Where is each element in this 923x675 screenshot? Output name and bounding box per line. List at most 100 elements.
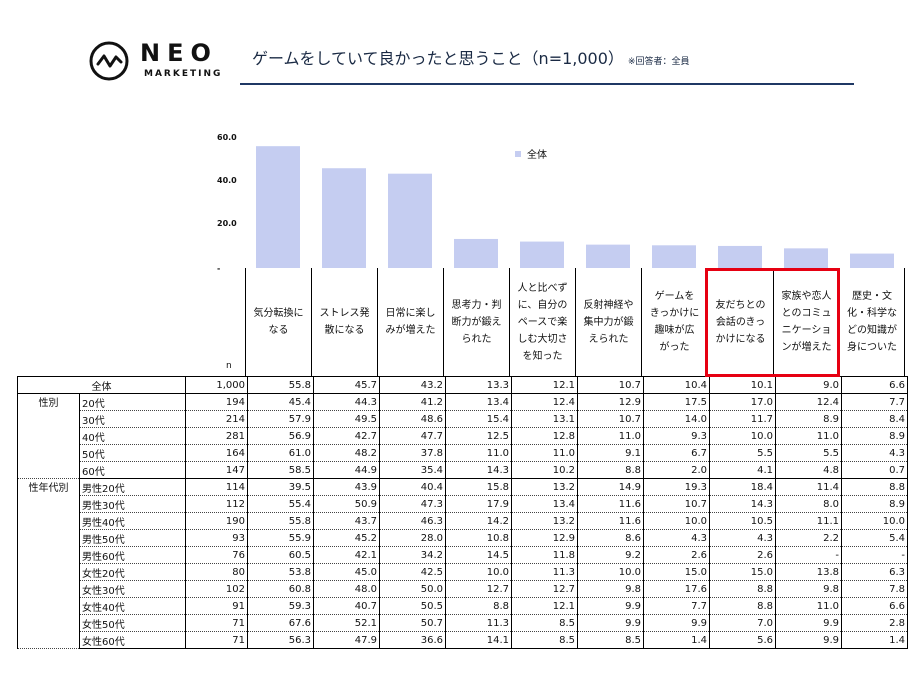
value-cell: 11.8 [511, 546, 578, 564]
value-cell: 9.2 [577, 546, 644, 564]
value-cell: 55.8 [247, 512, 314, 530]
y-tick-label: - [217, 264, 220, 273]
n-cell: 76 [185, 546, 248, 564]
y-tick-label: 20.0 [217, 219, 237, 228]
table-row: 女性20代 80 53.8 45.0 42.5 10.0 11.3 10.0 15.0 15.0 1… [18, 563, 908, 581]
value-cell: 8.8 [841, 478, 908, 496]
value-cell: 8.8 [709, 580, 776, 598]
value-cell: 61.0 [247, 444, 314, 462]
table-row: 性別 20代 194 45.4 44.3 41.2 13.4 12.4 12.9 17.5 17.0… [17, 393, 908, 479]
brand-name: NEO [140, 39, 218, 67]
value-cell: 11.6 [577, 512, 644, 530]
value-cell: 10.0 [643, 512, 710, 530]
table-row: 女性30代 102 60.8 48.0 50.0 12.7 12.7 9.8 17.6 8.8 9.… [18, 580, 908, 598]
value-cell: 8.5 [577, 631, 644, 649]
table-row: 女性50代 71 67.6 52.1 50.7 11.3 8.5 9.9 9.9 7.0 9.9 2.… [18, 614, 908, 632]
value-cell: 13.2 [511, 512, 578, 530]
table-row: 40代 281 56.9 42.7 47.7 12.5 12.8 11.0 9.3 10.0 11.… [18, 427, 908, 445]
value-cell: 47.3 [379, 495, 446, 513]
table-row: 男性40代 190 55.8 43.7 46.3 14.2 13.2 11.6 10.0 10.5… [18, 512, 908, 530]
value-cell: 12.1 [511, 597, 578, 615]
row-label: 女性60代 [79, 631, 186, 649]
value-cell: 55.8 [247, 376, 314, 394]
y-tick-label: 60.0 [217, 133, 237, 142]
value-cell: 43.7 [313, 512, 380, 530]
value-cell: 56.3 [247, 631, 314, 649]
group-label: 性年代別 [17, 478, 80, 649]
value-cell: 28.0 [379, 529, 446, 547]
bar [322, 168, 366, 268]
value-cell: 67.6 [247, 614, 314, 632]
value-cell: 8.8 [577, 461, 644, 479]
value-cell: 12.9 [577, 393, 644, 411]
brand-sub: MARKETING [144, 69, 223, 79]
value-cell: 2.6 [643, 546, 710, 564]
bar [718, 245, 762, 268]
value-cell: 40.4 [379, 478, 446, 496]
value-cell: 11.0 [775, 427, 842, 445]
value-cell: 4.3 [643, 529, 710, 547]
value-cell: 15.8 [445, 478, 512, 496]
value-cell: 37.8 [379, 444, 446, 462]
value-cell: 2.8 [841, 614, 908, 632]
n-cell: 147 [185, 461, 248, 479]
title-text: ゲームをしていて良かったと思うこと（n=1,000） [252, 49, 624, 68]
row-label: 女性50代 [79, 614, 186, 632]
value-cell: 10.4 [643, 376, 710, 394]
value-cell: 8.8 [709, 597, 776, 615]
column-header: 家族や恋人 とのコミュ ニケーショ ンが増えた [773, 268, 839, 376]
row-label: 男性40代 [79, 512, 186, 530]
row-label: 40代 [79, 427, 186, 445]
table-row: 女性60代 71 56.3 47.9 36.6 14.1 8.5 8.5 1.4 5.6 9.9 1.… [18, 631, 908, 649]
value-cell: 42.1 [313, 546, 380, 564]
value-cell: 48.0 [313, 580, 380, 598]
value-cell: 9.9 [577, 614, 644, 632]
value-cell: 11.0 [511, 444, 578, 462]
value-cell: 40.7 [313, 597, 380, 615]
row-label: 全体 [17, 376, 186, 394]
value-cell: 13.2 [511, 478, 578, 496]
value-cell: 7.7 [643, 597, 710, 615]
value-cell: 15.4 [445, 410, 512, 428]
value-cell: 9.8 [577, 580, 644, 598]
value-cell: 13.3 [445, 376, 512, 394]
value-cell: 1.4 [841, 631, 908, 649]
column-header: 日常に楽し みが増えた [377, 268, 443, 376]
value-cell: 11.4 [775, 478, 842, 496]
value-cell: 39.5 [247, 478, 314, 496]
value-cell: 12.1 [511, 376, 578, 394]
value-cell: 60.5 [247, 546, 314, 564]
value-cell: 60.8 [247, 580, 314, 598]
value-cell: 10.2 [511, 461, 578, 479]
row-label: 60代 [79, 461, 186, 479]
value-cell: 7.8 [841, 580, 908, 598]
neo-marketing-logo: NEO MARKETING [88, 39, 228, 84]
value-cell: 11.3 [445, 614, 512, 632]
n-cell: 71 [185, 614, 248, 632]
value-cell: 9.0 [775, 376, 842, 394]
n-cell: 194 [185, 393, 248, 411]
page-title: ゲームをしていて良かったと思うこと（n=1,000） ※回答者：全員 [252, 45, 689, 69]
value-cell: 4.3 [841, 444, 908, 462]
value-cell: 41.2 [379, 393, 446, 411]
column-header: 気分転換に なる [245, 268, 311, 376]
data-table: 全体 1,000 55.8 45.7 43.2 13.3 12.1 10.7 10.4 10.1 9… [17, 376, 908, 649]
value-cell: 50.5 [379, 597, 446, 615]
title-note: ※回答者：全員 [627, 57, 690, 67]
value-cell: 8.9 [841, 495, 908, 513]
value-cell: 10.0 [841, 512, 908, 530]
value-cell: 55.9 [247, 529, 314, 547]
value-cell: 4.8 [775, 461, 842, 479]
value-cell: 12.8 [511, 427, 578, 445]
value-cell: 5.6 [709, 631, 776, 649]
n-cell: 93 [185, 529, 248, 547]
value-cell: 15.0 [709, 563, 776, 581]
value-cell: 10.8 [445, 529, 512, 547]
n-cell: 112 [185, 495, 248, 513]
value-cell: 4.1 [709, 461, 776, 479]
value-cell: 10.7 [643, 495, 710, 513]
table-row: 男性60代 76 60.5 42.1 34.2 14.5 11.8 9.2 2.6 2.6- - [18, 546, 908, 564]
value-cell: 10.5 [709, 512, 776, 530]
n-cell: 114 [185, 478, 248, 496]
